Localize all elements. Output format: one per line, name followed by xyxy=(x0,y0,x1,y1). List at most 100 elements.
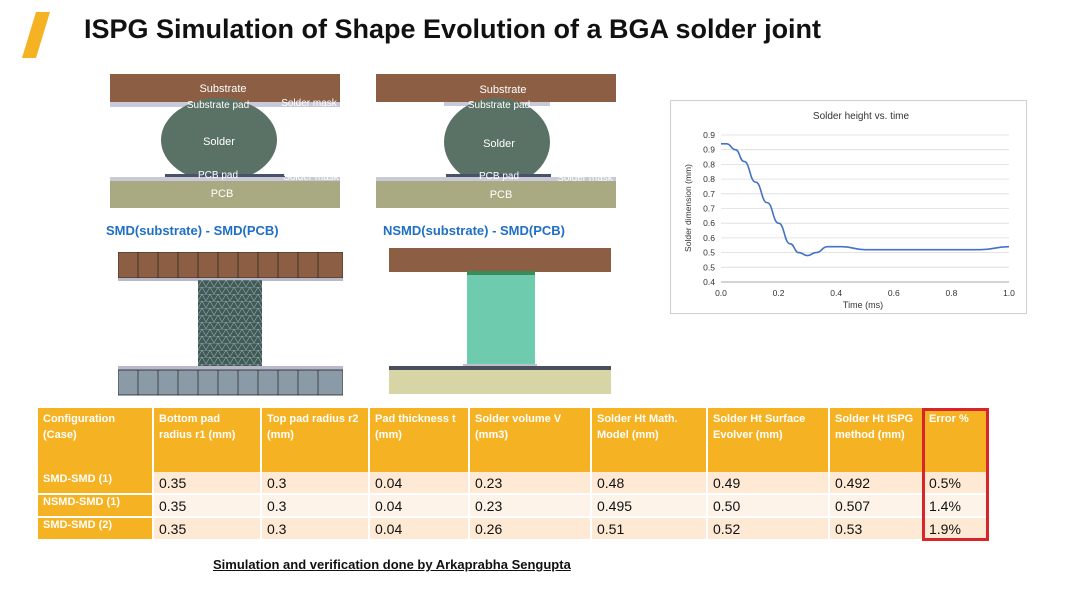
chart-y-tick-label: 0.9 xyxy=(703,130,715,140)
cell-pad-thickness: 0.04 xyxy=(369,494,470,518)
header-error-percent: Error % xyxy=(923,408,991,472)
cell-solder-volume: 0.23 xyxy=(469,494,592,518)
cell-configuration: NSMD-SMD (1) xyxy=(38,494,154,518)
label-pcb-pad: PCB pad xyxy=(479,171,519,182)
chart-y-tick-label: 0.6 xyxy=(703,233,715,243)
label-solder: Solder xyxy=(203,136,235,148)
label-pcb-pad: PCB pad xyxy=(198,170,238,181)
pcb-pad xyxy=(165,174,285,179)
chart-x-tick-label: 0.4 xyxy=(830,288,842,298)
cell-error: 1.4% xyxy=(923,494,991,518)
pcb-pad xyxy=(446,174,551,179)
label-substrate: Substrate xyxy=(199,83,246,95)
header-solder-ht-ispg: Solder Ht ISPG method (mm) xyxy=(829,408,924,472)
slide-title: ISPG Simulation of Shape Evolution of a … xyxy=(84,14,822,44)
caption-nsmd-smd: NSMD(substrate) - SMD(PCB) xyxy=(383,223,565,238)
chart-y-tick-label: 0.5 xyxy=(703,262,715,272)
caption-smd-smd: SMD(substrate) - SMD(PCB) xyxy=(106,223,279,238)
cell-pad-thickness: 0.04 xyxy=(369,472,470,495)
cell-surface-evolver: 0.52 xyxy=(707,517,830,541)
error-column-highlight xyxy=(922,408,989,541)
cell-top-pad-radius: 0.3 xyxy=(261,472,370,495)
table-header-row: Configuration (Case) Bottom pad radius r… xyxy=(38,408,991,472)
solder-mask-bottom-layer xyxy=(376,177,616,181)
chart-y-tick-label: 0.8 xyxy=(703,174,715,184)
cell-ispg: 0.492 xyxy=(829,472,924,495)
mesh-pcb-grid xyxy=(137,370,319,395)
cell-top-pad-radius: 0.3 xyxy=(261,494,370,518)
header-top-pad-radius: Top pad radius r2 (mm) xyxy=(261,408,370,472)
schematic-nsmd-smd: Substrate Substrate pad Solder PCB pad S… xyxy=(376,74,616,208)
cell-bottom-pad-radius: 0.35 xyxy=(153,517,262,541)
chart-x-tick-label: 0.8 xyxy=(945,288,957,298)
label-pcb: PCB xyxy=(211,188,234,200)
chart-x-tick-label: 0.2 xyxy=(773,288,785,298)
header-solder-ht-surface-evolver: Solder Ht Surface Evolver (mm) xyxy=(707,408,830,472)
chart-y-tick-label: 0.9 xyxy=(703,145,715,155)
cell-ispg: 0.507 xyxy=(829,494,924,518)
solder-ball xyxy=(444,98,550,186)
chart-x-ticks: 0.0 0.2 0.4 0.6 0.8 1.0 xyxy=(715,288,1015,298)
substrate-layer xyxy=(110,74,340,102)
chart-y-tick-label: 0.4 xyxy=(703,277,715,287)
credit-line: Simulation and verification done by Arka… xyxy=(213,557,571,572)
header-solder-volume: Solder volume V (mm3) xyxy=(469,408,592,472)
chart-y-tick-label: 0.7 xyxy=(703,204,715,214)
label-solder: Solder xyxy=(483,138,515,150)
mesh-pcb xyxy=(117,369,344,396)
sim-solder-mask xyxy=(389,366,611,370)
table-row: NSMD-SMD (1) 0.35 0.3 0.04 0.23 0.495 0.… xyxy=(38,494,991,518)
chart-grid xyxy=(721,134,1009,283)
label-substrate-pad: Substrate pad xyxy=(187,100,249,111)
sim-substrate-pad xyxy=(467,271,535,276)
chart-y-tick-label: 0.8 xyxy=(703,159,715,169)
chart-x-tick-label: 0.0 xyxy=(715,288,727,298)
chart-title: Solder height vs. time xyxy=(813,111,910,122)
pcb-layer xyxy=(110,181,340,208)
simulation-model-nsmd-smd xyxy=(389,248,611,395)
chart-y-tick-label: 0.7 xyxy=(703,189,715,199)
mesh-model-smd-smd xyxy=(117,251,344,397)
substrate-layer xyxy=(376,74,616,102)
chart-series-line xyxy=(720,143,1010,257)
cell-error: 0.5% xyxy=(923,472,991,495)
header-pad-thickness: Pad thickness t (mm) xyxy=(369,408,470,472)
header-solder-ht-math-model: Solder Ht Math. Model (mm) xyxy=(591,408,708,472)
chart-x-tick-label: 1.0 xyxy=(1003,288,1015,298)
results-table: Configuration (Case) Bottom pad radius r… xyxy=(38,408,991,541)
cell-top-pad-radius: 0.3 xyxy=(261,517,370,541)
cell-bottom-pad-radius: 0.35 xyxy=(153,494,262,518)
cell-solder-volume: 0.26 xyxy=(469,517,592,541)
cell-math-model: 0.495 xyxy=(591,494,708,518)
table-row: SMD-SMD (2) 0.35 0.3 0.04 0.26 0.51 0.52… xyxy=(38,517,991,541)
label-pcb: PCB xyxy=(490,189,513,201)
cell-solder-volume: 0.23 xyxy=(469,472,592,495)
sim-solder-column xyxy=(467,275,535,365)
cell-math-model: 0.51 xyxy=(591,517,708,541)
table-row: SMD-SMD (1) 0.35 0.3 0.04 0.23 0.48 0.49… xyxy=(38,472,991,495)
cell-configuration: SMD-SMD (2) xyxy=(38,517,154,541)
cell-configuration: SMD-SMD (1) xyxy=(38,472,154,495)
sim-substrate xyxy=(389,248,611,272)
mesh-solder-column xyxy=(198,280,262,368)
accent-bar xyxy=(22,12,50,58)
header-configuration: Configuration (Case) xyxy=(38,408,154,472)
chart-y-label: Solder dimension (mm) xyxy=(683,164,693,252)
solder-ball xyxy=(161,98,277,182)
cell-bottom-pad-radius: 0.35 xyxy=(153,472,262,495)
schematic-smd-smd: Substrate Substrate pad Solder mask Sold… xyxy=(110,74,340,208)
solder-mask-bottom-layer xyxy=(110,177,340,181)
cell-surface-evolver: 0.50 xyxy=(707,494,830,518)
chart-y-ticks: 0.9 0.9 0.8 0.8 0.7 0.7 0.6 0.6 0.5 0.5 0.4 xyxy=(703,130,715,287)
pcb-layer xyxy=(376,181,616,208)
sim-pcb xyxy=(389,370,611,394)
solder-height-chart: Solder height vs. time 0.9 0.9 0.8 0.8 0.7 0.… xyxy=(670,100,1027,314)
cell-ispg: 0.53 xyxy=(829,517,924,541)
label-solder-mask-top: Solder mask xyxy=(281,98,338,109)
label-solder-mask-bottom: Solder mask xyxy=(283,172,340,183)
mesh-substrate-grid xyxy=(137,252,319,278)
chart-y-tick-label: 0.5 xyxy=(703,248,715,258)
cell-surface-evolver: 0.49 xyxy=(707,472,830,495)
label-solder-mask-bottom: Solder mask xyxy=(557,173,614,184)
chart-x-tick-label: 0.6 xyxy=(888,288,900,298)
